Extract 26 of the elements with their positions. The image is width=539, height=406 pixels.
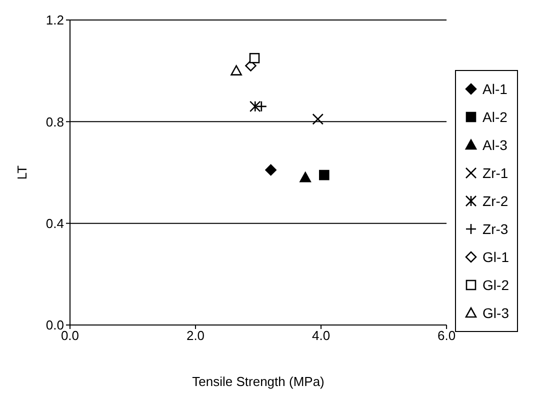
point xyxy=(230,65,242,76)
legend-label: Zr-2 xyxy=(482,192,508,208)
x-tick-label: 2.0 xyxy=(186,328,205,344)
legend-label: Zr-1 xyxy=(482,164,508,180)
y-tick-label: 0.4 xyxy=(46,216,64,231)
point xyxy=(265,164,276,176)
legend-label: Gl-2 xyxy=(482,276,509,292)
y-tick-label: 0.8 xyxy=(46,114,64,130)
y-tick-label: 1.2 xyxy=(46,12,64,28)
legend-label: Gl-1 xyxy=(482,248,509,264)
point xyxy=(249,100,261,112)
point xyxy=(256,100,268,112)
x-axis-title: Tensile Strength (MPa) xyxy=(192,374,324,390)
legend-label: Zr-3 xyxy=(482,220,508,236)
x-tick-label: 4.0 xyxy=(312,328,330,344)
legend-label: Al-3 xyxy=(482,136,508,152)
point xyxy=(319,170,330,180)
x-tick-label: 0.0 xyxy=(60,328,80,344)
x-tick-label: 6.0 xyxy=(438,328,456,344)
point xyxy=(249,52,260,64)
legend-label: Al-2 xyxy=(482,108,508,124)
legend-label: Al-1 xyxy=(482,80,508,96)
y-axis-title: LT xyxy=(14,165,30,180)
point xyxy=(312,113,324,125)
point xyxy=(300,172,311,182)
legend-label: Gl-3 xyxy=(482,304,509,320)
